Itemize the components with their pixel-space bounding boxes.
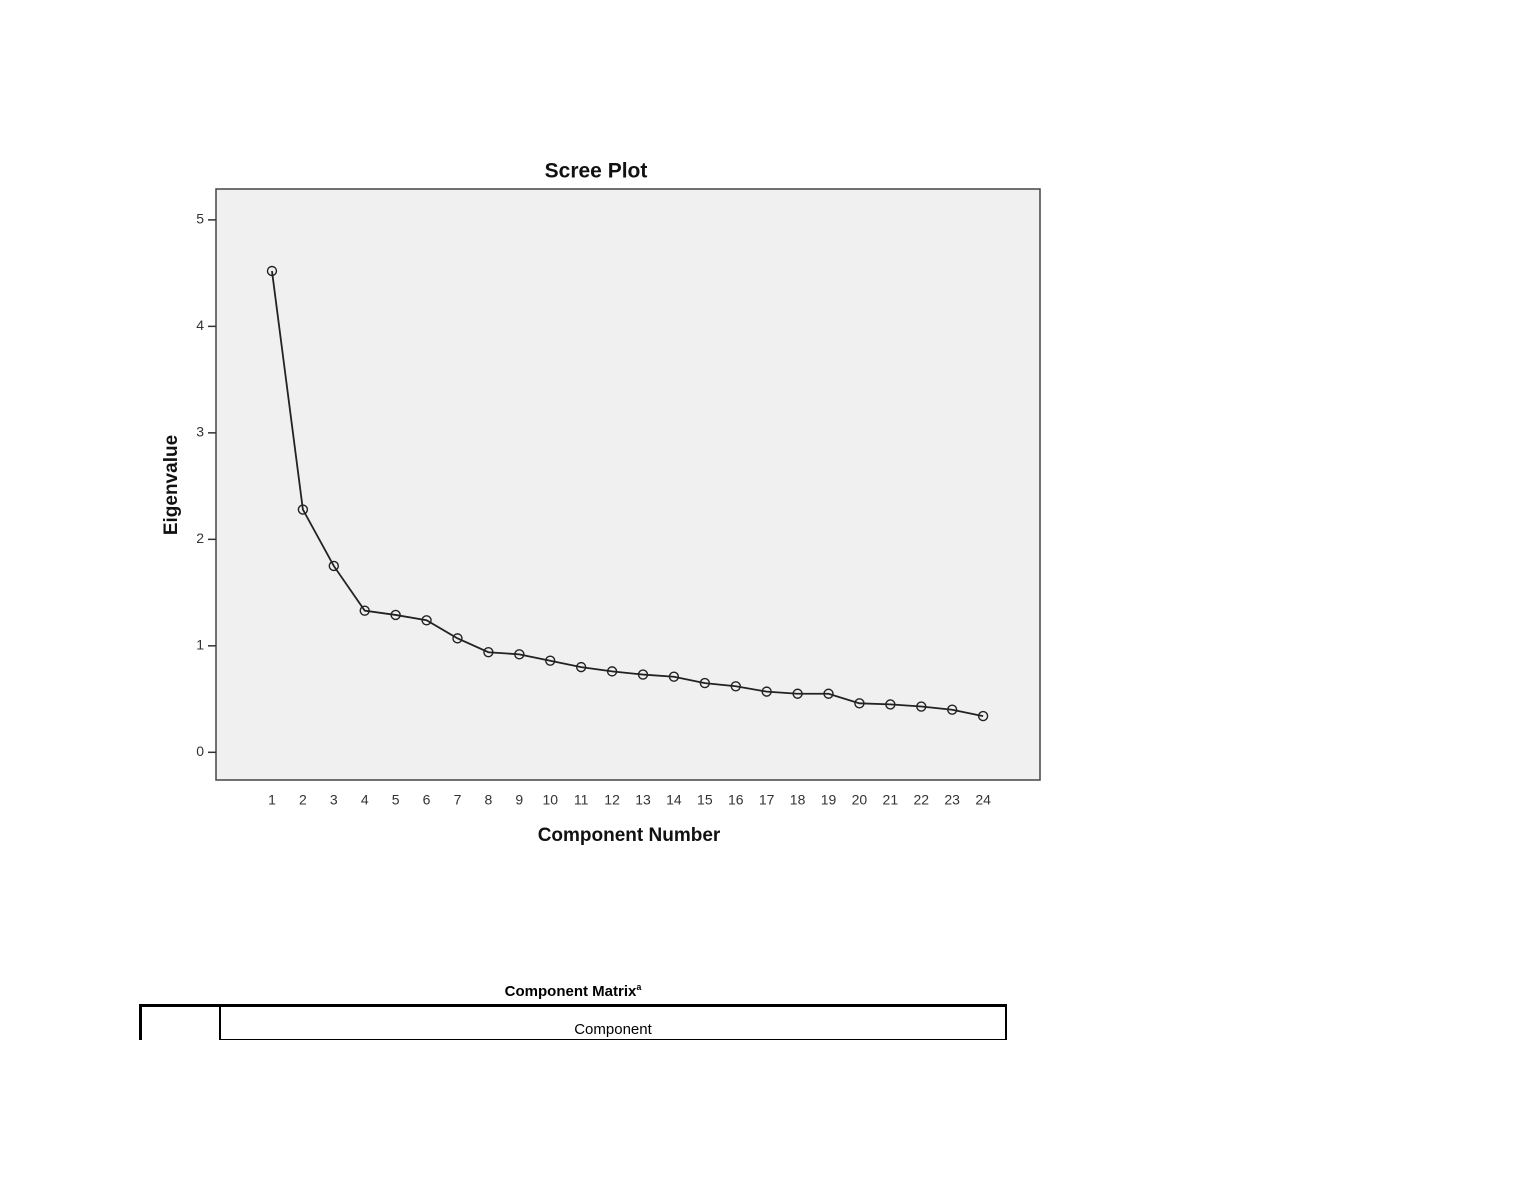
marker — [266, 265, 278, 277]
marker — [946, 704, 958, 715]
marker — [977, 710, 989, 722]
marker — [854, 698, 865, 709]
marker — [730, 681, 741, 692]
x-tick-label: 19 — [821, 792, 837, 808]
x-tick-label: 14 — [666, 792, 682, 808]
x-tick-label: 7 — [454, 792, 462, 808]
y-axis-title: Eigenvalue — [161, 435, 182, 535]
y-tick-label: 5 — [196, 211, 204, 227]
table-title-text: Component Matrix — [504, 983, 637, 1000]
table-title-note: a — [636, 982, 642, 992]
marker — [575, 661, 587, 673]
x-tick-label: 12 — [604, 792, 620, 808]
x-tick-label: 15 — [697, 792, 713, 808]
x-tick-label: 1 — [268, 792, 276, 808]
x-tick-label: 13 — [635, 792, 651, 808]
x-tick-label: 4 — [361, 792, 369, 808]
y-tick-label: 1 — [196, 637, 204, 653]
marker — [637, 669, 649, 680]
marker — [359, 605, 370, 616]
x-tick-label: 10 — [542, 792, 558, 808]
table-header: Component — [221, 1007, 1007, 1040]
marker — [885, 699, 896, 710]
y-tick-label: 4 — [196, 317, 204, 333]
marker — [823, 688, 834, 699]
x-tick-label: 24 — [975, 792, 991, 808]
x-tick-label: 2 — [299, 792, 307, 808]
table-title: Component Matrixa — [440, 982, 706, 1000]
x-tick-label: 8 — [485, 792, 493, 808]
x-tick-label: 9 — [515, 792, 523, 808]
marker — [514, 649, 525, 660]
marker — [328, 560, 340, 572]
marker — [483, 647, 494, 658]
x-tick-label: 20 — [852, 792, 868, 808]
x-tick-label: 11 — [574, 792, 589, 808]
x-tick-label: 17 — [759, 792, 775, 808]
x-tick-label: 23 — [944, 792, 960, 808]
x-axis-title: Component Number — [538, 825, 721, 846]
marker — [390, 609, 401, 621]
marker — [606, 666, 618, 677]
x-tick-label: 16 — [728, 792, 744, 808]
chart-title: Scree Plot — [545, 160, 648, 183]
marker — [761, 686, 772, 697]
table-stub — [139, 1007, 221, 1040]
marker — [699, 677, 711, 689]
x-tick-label: 22 — [913, 792, 929, 808]
x-tick-label: 18 — [790, 792, 806, 808]
y-tick-label: 3 — [196, 424, 204, 440]
plot-area — [215, 188, 1041, 781]
marker — [916, 701, 927, 712]
marker — [792, 688, 803, 699]
y-tick-label: 2 — [196, 530, 204, 546]
x-tick-label: 21 — [883, 792, 899, 808]
marker — [545, 655, 556, 666]
marker — [452, 633, 463, 644]
marker — [421, 615, 432, 626]
x-tick-label: 3 — [330, 792, 338, 808]
marker — [297, 504, 309, 515]
x-tick-label: 6 — [423, 792, 431, 808]
table: Component — [139, 1004, 1007, 1040]
marker — [668, 671, 680, 682]
x-tick-label: 5 — [392, 792, 400, 808]
y-tick-label: 0 — [196, 743, 204, 759]
